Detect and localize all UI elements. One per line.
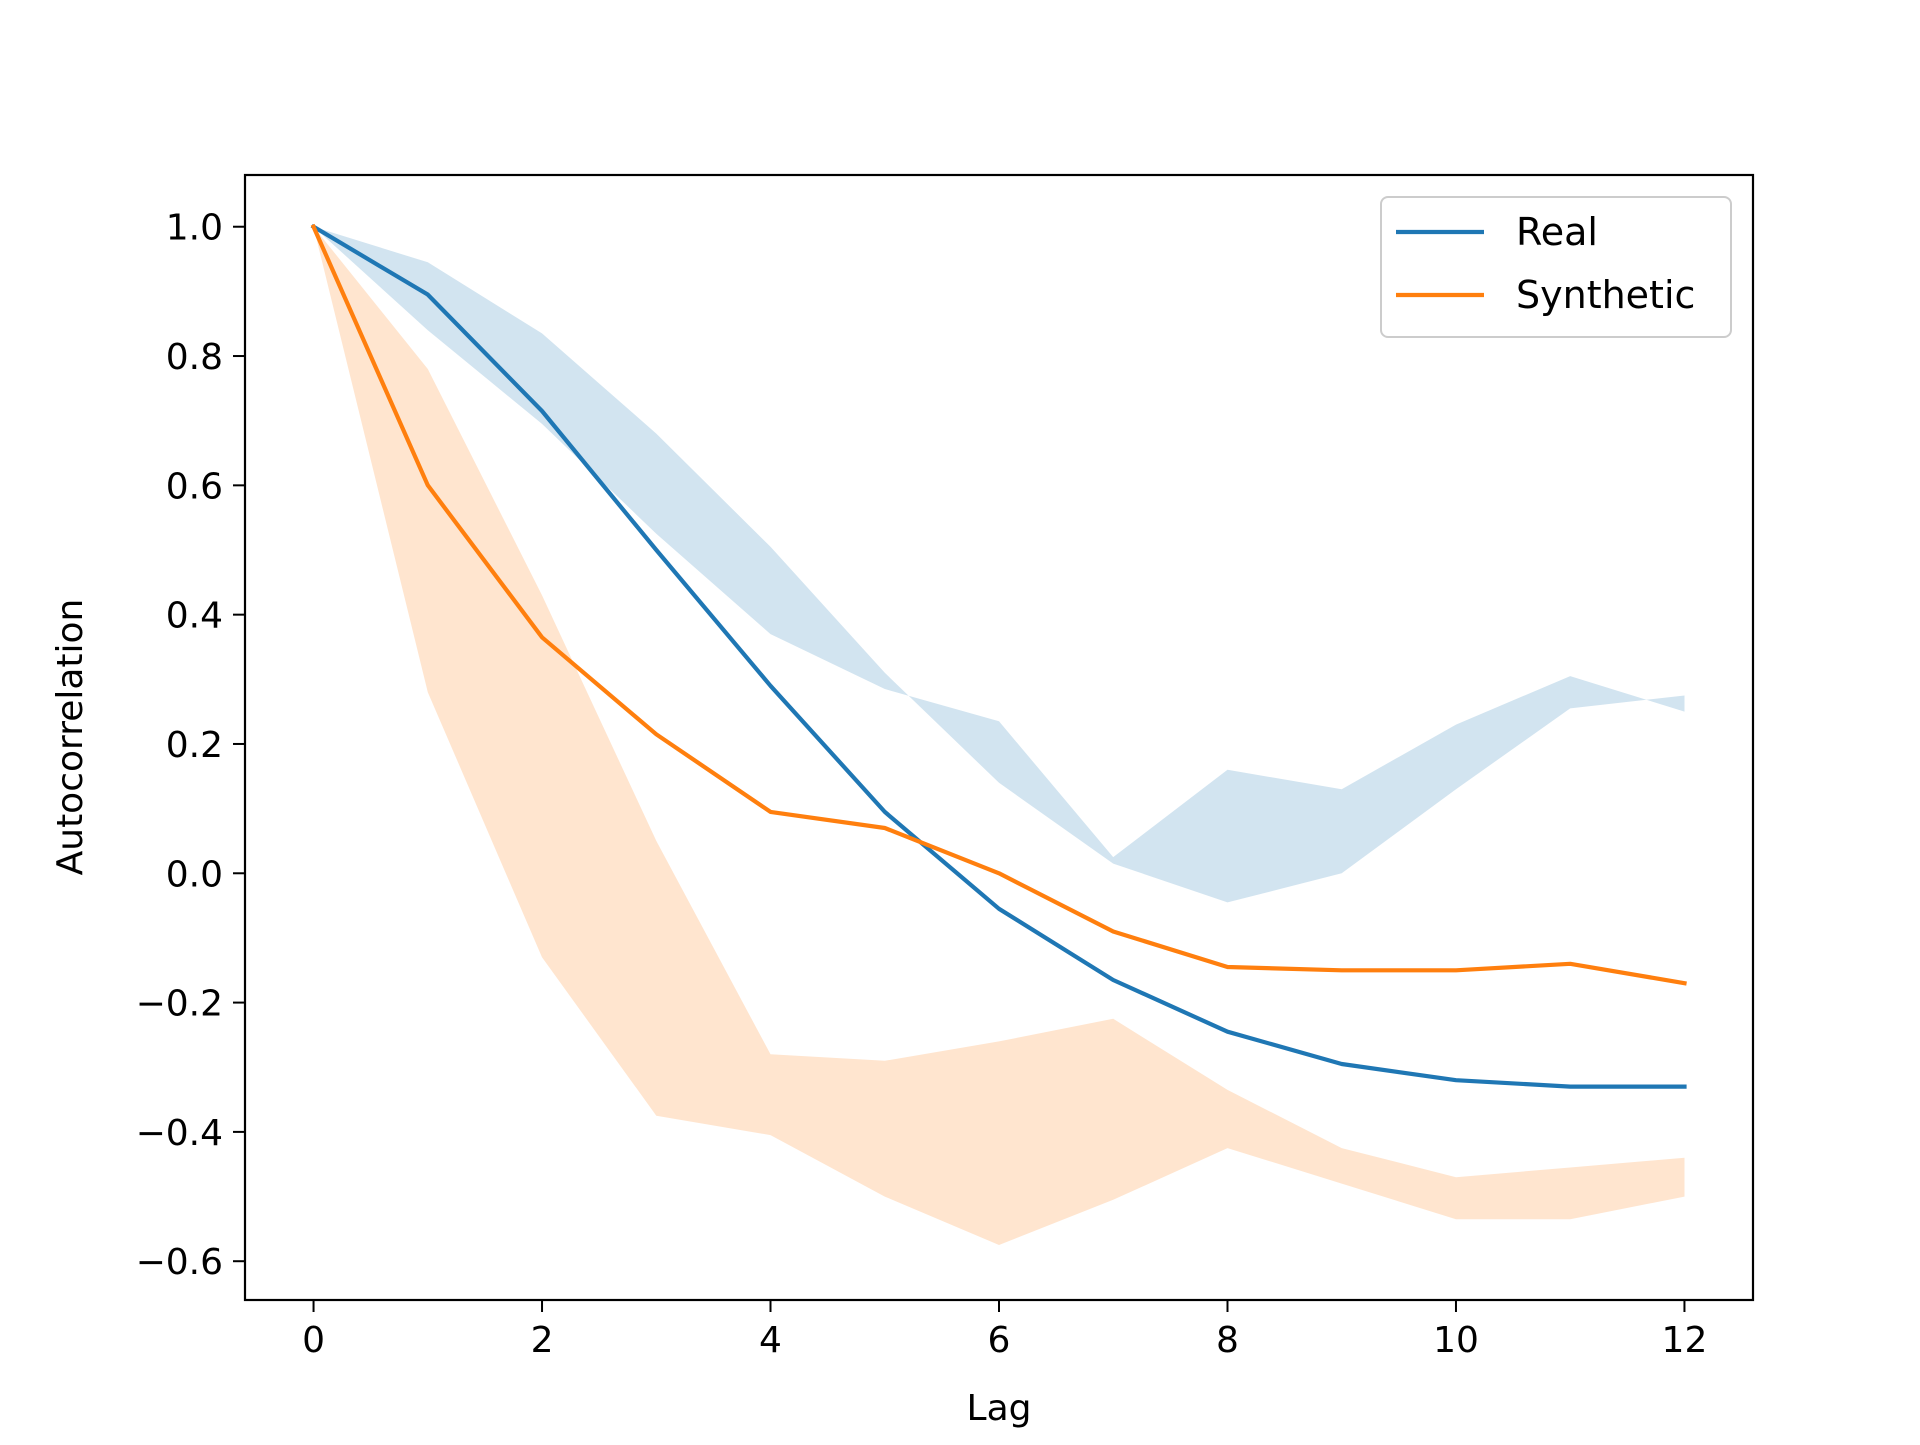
y-tick-label: 0.0 <box>166 854 223 895</box>
x-axis-label: Lag <box>967 1388 1032 1429</box>
y-axis-label: Autocorrelation <box>50 599 91 876</box>
x-tick-label: 2 <box>531 1320 554 1361</box>
line-synthetic <box>310 223 1687 986</box>
x-tick-label: 10 <box>1433 1320 1479 1361</box>
y-tick-label: 0.6 <box>166 466 223 507</box>
band-real <box>313 226 1685 903</box>
legend-label-synthetic: Synthetic <box>1516 273 1695 317</box>
y-tick-label: 0.4 <box>166 596 223 637</box>
confidence-bands <box>313 226 1685 1245</box>
series-lines <box>310 223 1687 1089</box>
y-tick-label: −0.6 <box>136 1242 223 1283</box>
x-tick-label: 4 <box>759 1320 782 1361</box>
x-axis-ticks: 0 2 4 6 8 10 12 <box>302 1300 1707 1361</box>
y-tick-label: 1.0 <box>166 208 223 249</box>
line-real <box>310 223 1687 1089</box>
legend: Real Synthetic <box>1380 196 1732 338</box>
legend-label-real: Real <box>1516 210 1598 254</box>
y-tick-label: −0.2 <box>136 984 223 1025</box>
y-tick-label: 0.8 <box>166 337 223 378</box>
y-axis-ticks: −0.6 −0.4 −0.2 0.0 0.2 0.4 0.6 0.8 1.0 <box>136 208 245 1283</box>
x-tick-label: 8 <box>1216 1320 1239 1361</box>
y-tick-label: −0.4 <box>136 1113 223 1154</box>
y-tick-label: 0.2 <box>166 725 223 766</box>
band-synthetic <box>313 226 1685 1245</box>
x-tick-label: 12 <box>1662 1320 1708 1361</box>
x-tick-label: 0 <box>302 1320 325 1361</box>
x-tick-label: 6 <box>988 1320 1011 1361</box>
